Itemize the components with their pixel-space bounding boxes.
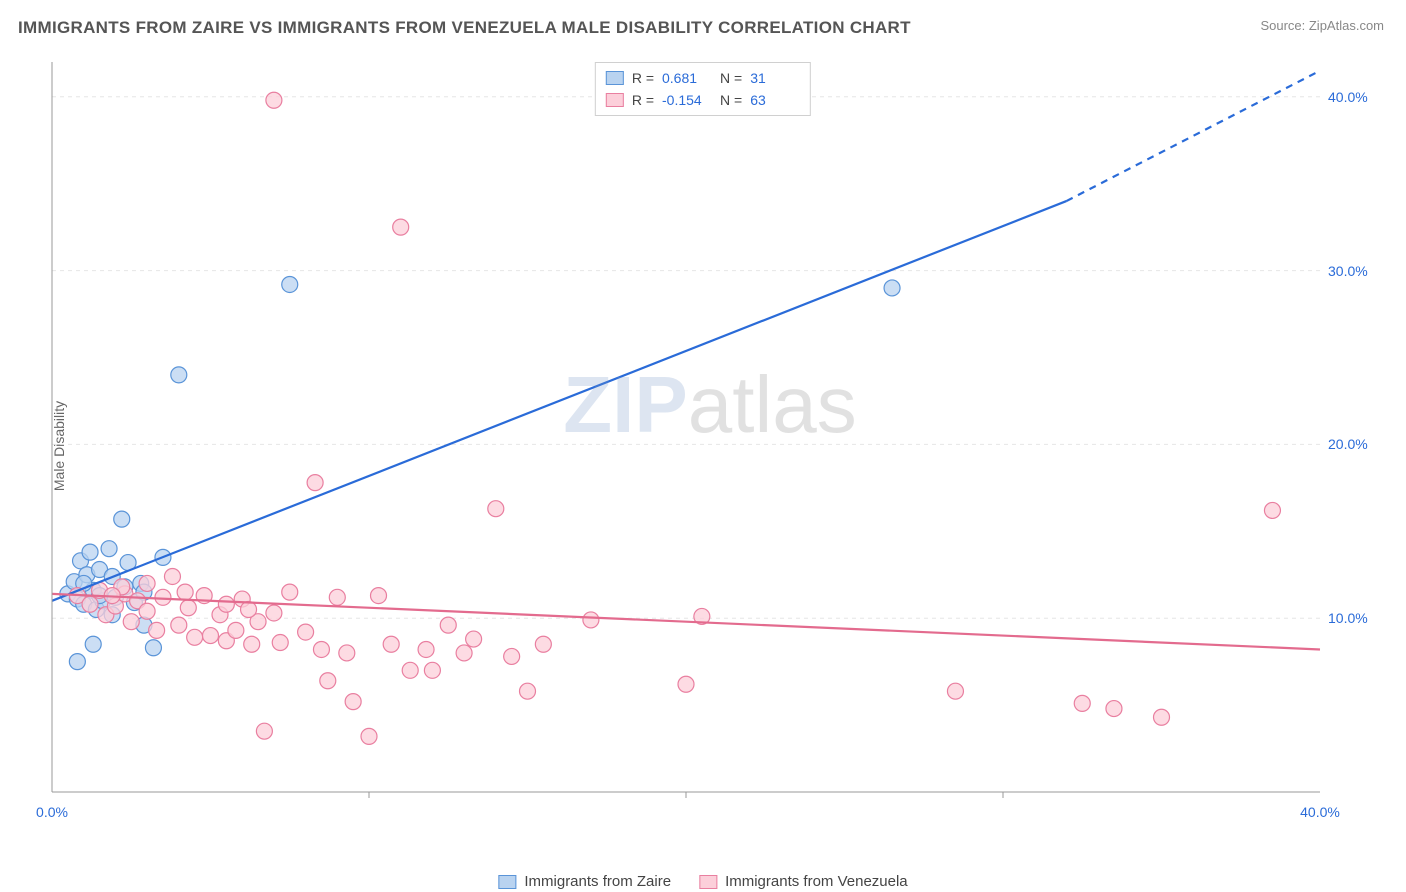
chart-title: IMMIGRANTS FROM ZAIRE VS IMMIGRANTS FROM… [18, 18, 911, 38]
n-label: N = [720, 70, 742, 86]
zaire-swatch-icon [606, 71, 624, 85]
venezuela-n-value: 63 [750, 92, 800, 108]
y-tick-label: 10.0% [1328, 610, 1368, 626]
source-attribution: Source: ZipAtlas.com [1260, 18, 1384, 33]
x-tick-label: 0.0% [36, 804, 68, 820]
legend-item-venezuela: Immigrants from Venezuela [699, 873, 908, 890]
r-label: R = [632, 92, 654, 108]
legend-label-venezuela: Immigrants from Venezuela [725, 873, 908, 890]
n-label: N = [720, 92, 742, 108]
zaire-n-value: 31 [750, 70, 800, 86]
series-legend: Immigrants from Zaire Immigrants from Ve… [498, 873, 907, 890]
legend-row-venezuela: R = -0.154 N = 63 [606, 89, 800, 111]
venezuela-swatch-icon [699, 875, 717, 889]
legend-label-zaire: Immigrants from Zaire [524, 873, 671, 890]
correlation-legend: R = 0.681 N = 31 R = -0.154 N = 63 [595, 62, 811, 116]
zaire-swatch-icon [498, 875, 516, 889]
legend-item-zaire: Immigrants from Zaire [498, 873, 671, 890]
plot-area: ZIPatlas 0.0%40.0% 10.0%20.0%30.0%40.0% [50, 58, 1370, 828]
legend-row-zaire: R = 0.681 N = 31 [606, 67, 800, 89]
venezuela-swatch-icon [606, 93, 624, 107]
y-tick-label: 30.0% [1328, 263, 1368, 279]
y-tick-label: 20.0% [1328, 436, 1368, 452]
venezuela-r-value: -0.154 [662, 92, 712, 108]
r-label: R = [632, 70, 654, 86]
chart-svg [50, 58, 1370, 828]
zaire-r-value: 0.681 [662, 70, 712, 86]
y-tick-label: 40.0% [1328, 89, 1368, 105]
x-tick-label: 40.0% [1300, 804, 1340, 820]
